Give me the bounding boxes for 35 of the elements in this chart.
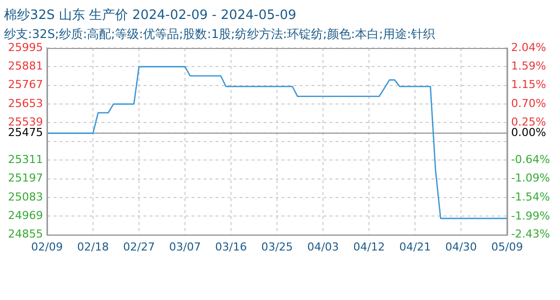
y2-tick-label: 1.59% bbox=[511, 60, 546, 73]
x-tick-label: 02/27 bbox=[123, 240, 155, 254]
y2-tick-label: -0.64% bbox=[511, 152, 550, 166]
y2-tick-label: 0.25% bbox=[511, 116, 546, 129]
y-tick-label: 25083 bbox=[8, 190, 43, 204]
y-tick-label: 25653 bbox=[8, 96, 43, 110]
y2-tick-label: -1.09% bbox=[511, 172, 550, 185]
y-tick-label: 25311 bbox=[8, 152, 43, 166]
y-tick-label: 25475 bbox=[8, 126, 43, 140]
y-tick-label: 25197 bbox=[8, 172, 43, 185]
chart-subtitle: 纱支:32S;纱质:高配;等级:优等品;股数:1股;纺纱方法:环锭纺;颜色:本白;用途:针织 bbox=[4, 26, 436, 41]
y2-tick-label: -1.54% bbox=[511, 190, 550, 204]
x-tick-label: 04/21 bbox=[399, 240, 431, 254]
x-tick-label: 03/25 bbox=[261, 240, 293, 254]
x-tick-label: 02/09 bbox=[31, 240, 63, 254]
y-tick-label: 25881 bbox=[8, 60, 43, 73]
x-tick-label: 05/09 bbox=[491, 240, 523, 254]
x-tick-label: 03/16 bbox=[215, 240, 247, 254]
y2-tick-label: -2.43% bbox=[511, 228, 550, 241]
y-tick-label: 25539 bbox=[8, 116, 43, 129]
chart-title: 棉纱32S 山东 生产价 2024-02-09 - 2024-05-09 bbox=[4, 8, 296, 24]
y2-tick-label: 2.04% bbox=[511, 40, 546, 54]
x-tick-label: 03/07 bbox=[169, 240, 201, 254]
x-tick-label: 04/03 bbox=[307, 240, 339, 254]
x-tick-label: 04/12 bbox=[353, 240, 385, 254]
x-tick-label: 02/18 bbox=[77, 240, 109, 254]
y-tick-label: 25995 bbox=[8, 40, 43, 54]
y2-tick-label: -1.99% bbox=[511, 209, 550, 222]
y-tick-label: 24969 bbox=[8, 208, 43, 222]
y2-tick-label: 0.70% bbox=[511, 96, 546, 110]
y2-tick-label: 0.00% bbox=[511, 126, 546, 140]
x-tick-label: 04/30 bbox=[445, 240, 477, 254]
y2-tick-label: 1.15% bbox=[511, 78, 546, 92]
y-tick-label: 25767 bbox=[8, 78, 43, 92]
y-tick-label: 24855 bbox=[8, 228, 43, 241]
